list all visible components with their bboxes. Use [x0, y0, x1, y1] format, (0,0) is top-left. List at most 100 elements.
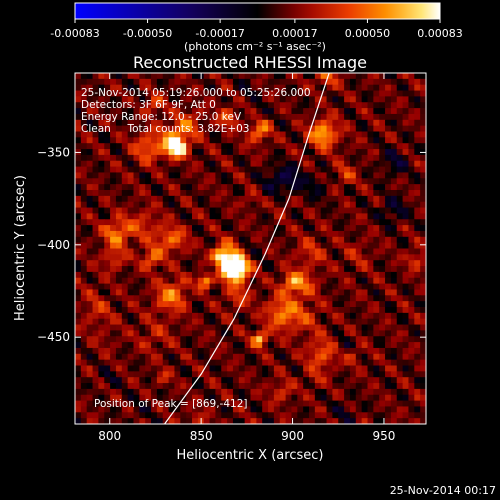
heatmap-cell [361, 307, 368, 314]
heatmap-cell [379, 213, 386, 220]
heatmap-cell [408, 324, 415, 331]
heatmap-cell [139, 149, 146, 156]
heatmap-cell [332, 242, 339, 249]
heatmap-cell [396, 230, 404, 238]
heatmap-cell [250, 400, 257, 407]
heatmap-cell [297, 160, 304, 168]
heatmap-cell [168, 347, 175, 355]
heatmap-cell [139, 219, 146, 226]
heatmap-cell [133, 131, 140, 138]
heatmap-cell [314, 84, 322, 92]
heatmap-cell [314, 388, 322, 396]
heatmap-cell [186, 295, 193, 302]
heatmap-cell [133, 143, 140, 150]
heatmap-cell [349, 125, 357, 132]
heatmap-cell [349, 289, 357, 296]
heatmap-cell [309, 254, 316, 261]
heatmap-cell [355, 242, 363, 249]
heatmap-cell [139, 365, 146, 372]
heatmap-cell [309, 266, 316, 273]
heatmap-cell [151, 377, 158, 384]
heatmap-cell [110, 301, 117, 308]
heatmap-cell [110, 254, 117, 261]
heatmap-cell [367, 160, 374, 168]
heatmap-cell [238, 131, 246, 138]
colorbar-tick-label: 0.00083 [417, 27, 463, 40]
heatmap-cell [355, 289, 363, 296]
heatmap-cell [151, 271, 158, 279]
heatmap-cell [115, 195, 123, 203]
heatmap-cell [262, 195, 269, 203]
heatmap-cell [133, 266, 140, 273]
heatmap-cell [238, 359, 246, 366]
heatmap-cell [373, 412, 380, 419]
heatmap-cell [390, 137, 398, 144]
heatmap-cell [314, 242, 322, 249]
heatmap-cell [139, 295, 146, 302]
heatmap-cell [361, 324, 368, 331]
heatmap-cell [186, 73, 193, 80]
heatmap-cell [414, 271, 421, 279]
heatmap-cell [244, 166, 251, 173]
heatmap-cell [291, 377, 298, 384]
heatmap-cell [232, 254, 240, 261]
heatmap-cell [402, 312, 409, 320]
heatmap-cell [104, 388, 111, 396]
heatmap-cell [232, 125, 240, 132]
heatmap-cell [151, 365, 158, 372]
heatmap-cell [250, 301, 257, 308]
heatmap-cell [86, 166, 94, 173]
heatmap-cell [314, 96, 322, 103]
heatmap-cell [209, 406, 216, 413]
heatmap-cell [221, 166, 228, 173]
heatmap-cell [279, 365, 287, 372]
heatmap-cell [145, 289, 152, 296]
heatmap-cell [314, 254, 322, 261]
heatmap-cell [238, 125, 246, 132]
heatmap-cell [326, 394, 333, 402]
heatmap-cell [227, 394, 234, 402]
heatmap-cell [80, 113, 88, 121]
heatmap-cell [332, 125, 339, 132]
heatmap-cell [86, 154, 94, 162]
heatmap-cell [355, 102, 363, 109]
heatmap-cell [420, 388, 426, 396]
heatmap-cell [115, 230, 123, 238]
heatmap-cell [110, 160, 117, 168]
heatmap-cell [262, 365, 269, 372]
heatmap-cell [338, 248, 345, 255]
heatmap-cell [203, 283, 211, 290]
heatmap-cell [355, 113, 363, 121]
heatmap-cell [332, 143, 339, 150]
heatmap-cell [203, 383, 211, 390]
heatmap-cell [332, 406, 339, 413]
heatmap-cell [221, 213, 228, 220]
heatmap-cell [303, 73, 310, 80]
heatmap-cell [414, 412, 421, 419]
heatmap-cell [355, 230, 363, 238]
heatmap-cell [156, 96, 164, 103]
heatmap-cell [326, 143, 333, 150]
heatmap-cell [297, 260, 304, 267]
heatmap-cell [291, 213, 298, 220]
heatmap-cell [180, 154, 187, 162]
heatmap-cell [98, 225, 105, 232]
heatmap-cell [238, 195, 246, 203]
heatmap-cell [320, 149, 328, 156]
heatmap-cell [297, 347, 304, 355]
heatmap-cell [402, 359, 409, 366]
heatmap-cell [174, 377, 181, 384]
heatmap-cell [121, 353, 129, 361]
heatmap-cell [420, 178, 426, 185]
heatmap-cell [303, 330, 310, 337]
heatmap-cell [250, 102, 257, 109]
heatmap-cell [309, 271, 316, 279]
heatmap-cell [332, 166, 339, 173]
heatmap-cell [320, 377, 328, 384]
heatmap-cell [209, 149, 216, 156]
heatmap-cell [349, 213, 357, 220]
heatmap-cell [373, 236, 380, 244]
heatmap-cell [303, 149, 310, 156]
heatmap-cell [121, 102, 129, 109]
heatmap-cell [250, 78, 257, 86]
